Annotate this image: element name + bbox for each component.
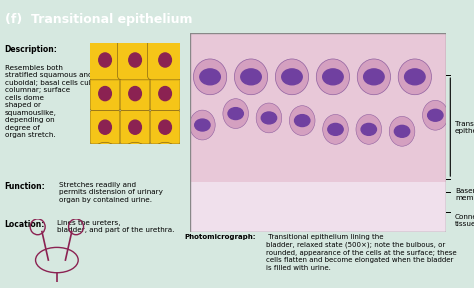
FancyBboxPatch shape	[150, 77, 180, 110]
Circle shape	[129, 87, 141, 101]
Text: Stretches readily and
permits distension of urinary
organ by contained urine.: Stretches readily and permits distension…	[59, 181, 163, 202]
Text: Description:: Description:	[5, 45, 58, 54]
Ellipse shape	[93, 142, 117, 162]
Circle shape	[364, 69, 384, 85]
Ellipse shape	[357, 59, 391, 95]
Ellipse shape	[422, 100, 448, 130]
Circle shape	[328, 124, 343, 135]
Ellipse shape	[323, 114, 348, 144]
Ellipse shape	[356, 114, 382, 144]
Text: Transitional
epithelium: Transitional epithelium	[455, 121, 474, 134]
Ellipse shape	[316, 59, 349, 95]
Circle shape	[428, 109, 443, 121]
FancyBboxPatch shape	[150, 110, 180, 144]
Ellipse shape	[123, 142, 147, 162]
Circle shape	[241, 69, 261, 85]
FancyBboxPatch shape	[87, 40, 123, 80]
Circle shape	[159, 120, 172, 134]
Text: Lines the ureters,
bladder, and part of the urethra.: Lines the ureters, bladder, and part of …	[57, 219, 174, 233]
Circle shape	[195, 119, 210, 131]
Circle shape	[361, 124, 376, 135]
Circle shape	[405, 69, 425, 85]
Circle shape	[323, 69, 343, 85]
Ellipse shape	[389, 116, 415, 146]
Circle shape	[159, 145, 172, 160]
FancyBboxPatch shape	[120, 110, 150, 144]
Circle shape	[394, 125, 410, 137]
Text: Transitional epithelium lining the
bladder, relaxed state (500×); note the bulbo: Transitional epithelium lining the bladd…	[266, 234, 456, 271]
Circle shape	[294, 115, 310, 126]
Ellipse shape	[256, 103, 282, 133]
Ellipse shape	[398, 59, 431, 95]
Circle shape	[228, 108, 243, 120]
Ellipse shape	[190, 110, 215, 140]
FancyBboxPatch shape	[147, 40, 183, 80]
Ellipse shape	[223, 99, 248, 128]
Circle shape	[129, 120, 141, 134]
Circle shape	[129, 53, 141, 67]
FancyBboxPatch shape	[120, 77, 150, 110]
Circle shape	[159, 87, 172, 101]
Circle shape	[99, 145, 111, 160]
FancyBboxPatch shape	[118, 40, 153, 80]
Text: Resembles both
stratified squamous and stratified
cuboidal; basal cells cuboidal: Resembles both stratified squamous and s…	[5, 65, 127, 139]
Circle shape	[129, 145, 141, 160]
Bar	[190, 182, 446, 232]
Circle shape	[282, 69, 302, 85]
FancyBboxPatch shape	[90, 77, 120, 110]
Text: Location:: Location:	[5, 219, 45, 229]
Text: (f)  Transitional epithelium: (f) Transitional epithelium	[5, 12, 192, 26]
Ellipse shape	[234, 59, 268, 95]
Ellipse shape	[275, 59, 309, 95]
Ellipse shape	[153, 142, 177, 162]
Ellipse shape	[193, 59, 227, 95]
Text: Basement
membrane: Basement membrane	[455, 188, 474, 201]
Circle shape	[200, 69, 220, 85]
Circle shape	[159, 53, 172, 67]
Circle shape	[261, 112, 277, 124]
Text: Function:: Function:	[5, 181, 46, 191]
Circle shape	[99, 120, 111, 134]
FancyBboxPatch shape	[90, 110, 120, 144]
Circle shape	[99, 53, 111, 67]
Circle shape	[99, 87, 111, 101]
Ellipse shape	[290, 106, 315, 135]
Text: Photomicrograph:: Photomicrograph:	[185, 234, 256, 240]
Text: Connective
tissue: Connective tissue	[455, 214, 474, 227]
